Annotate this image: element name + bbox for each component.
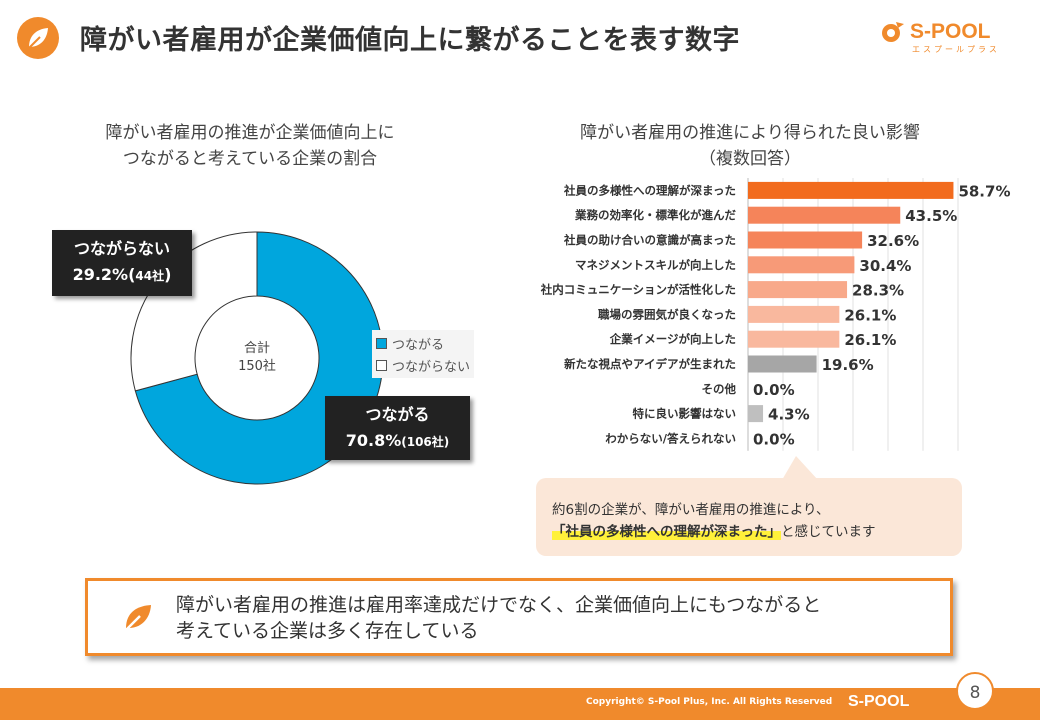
- leaf-icon: [17, 17, 59, 59]
- page-title: 障がい者雇用が企業価値向上に繋がることを表す数字: [80, 25, 740, 56]
- note-line2: 「社員の多様性への理解が深まった」と感じています: [552, 520, 875, 540]
- callout-connected-label: つながる: [365, 405, 430, 424]
- bar-category-label: マネジメントスキルが向上した: [575, 258, 736, 272]
- bar-value-label: 19.6%: [822, 356, 874, 374]
- left-chart-title-line2: つながると考えている企業の割合: [122, 149, 378, 169]
- bar-value-label: 26.1%: [844, 306, 896, 324]
- callout-connected-value: 70.8%(106社): [345, 431, 450, 450]
- bar-category-label: 新たな視点やアイデアが生まれた: [564, 357, 736, 371]
- bar-value-label: 4.3%: [768, 406, 810, 424]
- page-number: 8: [956, 672, 994, 710]
- bar: [748, 231, 863, 249]
- donut-slice-not-connected: [130, 231, 258, 392]
- callout-not-connected-value: 29.2%(44社): [72, 265, 172, 284]
- bar-category-label: 特に良い影響はない: [633, 407, 737, 421]
- donut-slice-connected: [134, 231, 384, 485]
- note-line2-rest: と感じています: [780, 524, 876, 540]
- bar-category-label: 業務の効率化・標準化が進んだ: [574, 208, 736, 222]
- note-bubble-tail: [782, 456, 818, 480]
- leaf-icon: [123, 605, 151, 633]
- bar: [748, 281, 848, 299]
- footer-logo: S-POOL: [848, 693, 910, 710]
- bar: [748, 405, 764, 423]
- logo: S-POOL エスプールプラス: [880, 20, 1030, 62]
- bar-value-label: 26.1%: [844, 331, 896, 349]
- note-highlight: 「社員の多様性への理解が深まった」: [552, 524, 781, 540]
- conclusion-box: [85, 578, 953, 656]
- logo-subtext: エスプールプラス: [912, 45, 1000, 54]
- callout-not-connected: つながらない 29.2%(44社): [52, 230, 192, 296]
- left-chart-title-line1: 障がい者雇用の推進が企業価値向上に: [105, 123, 395, 143]
- bar-value-label: 0.0%: [753, 381, 795, 399]
- bar: [748, 305, 840, 323]
- footer-bar: [0, 688, 1040, 720]
- donut-center-label-count: 150社: [238, 358, 276, 374]
- logo-text: S-POOL: [910, 20, 991, 43]
- bar: [748, 355, 817, 373]
- legend-item-not-connected: つながらない: [376, 354, 470, 376]
- conclusion-text: 障がい者雇用の推進は雇用率達成だけでなく、企業価値向上にもつながると 考えている…: [176, 592, 936, 644]
- bar-category-label: その他: [702, 382, 737, 396]
- conclusion-line1: 障がい者雇用の推進は雇用率達成だけでなく、企業価値向上にもつながると: [176, 594, 822, 616]
- bar-value-label: 58.7%: [958, 182, 1010, 200]
- bar-value-label: 0.0%: [753, 430, 795, 448]
- bar-chart: 社員の多様性への理解が深まった 58.7% 業務の効率化・標準化が進んだ 43.5% 社…: [540, 178, 1010, 451]
- legend-swatch-connected: [376, 337, 387, 349]
- bar-category-label: 社内コミュニケーションが活性化した: [540, 283, 736, 297]
- bar-category-label: 社員の多様性への理解が深まった: [563, 183, 736, 197]
- legend-label-connected: つながる: [392, 337, 445, 353]
- bar-category-label: 社員の助け合いの意識が高まった: [563, 233, 736, 247]
- legend-label-not-connected: つながらない: [392, 359, 471, 375]
- bar: [748, 256, 855, 274]
- donut-legend: つながる つながらない: [372, 330, 475, 378]
- note-bubble: [536, 478, 962, 556]
- legend-item-connected: つながる: [376, 332, 470, 354]
- copyright-text: Copyright© S-Pool Plus, Inc. All Rights …: [586, 697, 833, 707]
- donut-chart: 合計 150社: [130, 231, 384, 485]
- logo-icon: [882, 22, 904, 42]
- bar: [748, 206, 901, 224]
- bar-category-label: 職場の雰囲気が良くなった: [598, 307, 736, 321]
- conclusion-line2: 考えている企業は多く存在している: [176, 620, 479, 642]
- bar-value-label: 43.5%: [905, 207, 957, 225]
- donut-center-label-total: 合計: [244, 340, 270, 356]
- legend-swatch-not-connected: [376, 359, 387, 371]
- callout-not-connected-label: つながらない: [73, 239, 170, 258]
- callout-connected: つながる 70.8%(106社): [325, 396, 470, 460]
- bar-category-label: 企業イメージが向上した: [609, 332, 736, 346]
- right-chart-title-line1: 障がい者雇用の推進により得られた良い影響: [580, 123, 920, 143]
- bar-category-label: わからない/答えられない: [605, 431, 736, 445]
- bar-value-label: 28.3%: [852, 282, 904, 300]
- bar-value-label: 32.6%: [867, 232, 919, 250]
- bar: [748, 181, 954, 199]
- left-chart-title: 障がい者雇用の推進が企業価値向上に つながると考えている企業の割合: [40, 120, 460, 172]
- right-chart-title: 障がい者雇用の推進により得られた良い影響 （複数回答）: [540, 120, 960, 172]
- bar: [748, 330, 840, 348]
- note-line1: 約6割の企業が、障がい者雇用の推進により、: [552, 502, 830, 518]
- bar-value-label: 30.4%: [859, 257, 911, 275]
- right-chart-title-line2: （複数回答）: [699, 149, 801, 169]
